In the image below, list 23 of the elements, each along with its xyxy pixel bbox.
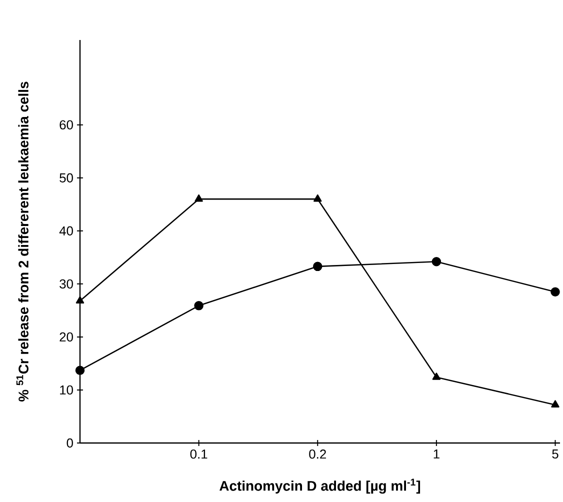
y-tick-label: 30 <box>60 279 73 289</box>
point <box>551 400 560 408</box>
point <box>550 287 560 297</box>
point <box>194 301 204 310</box>
point <box>314 194 322 202</box>
point <box>432 372 441 380</box>
point <box>75 366 85 375</box>
point <box>432 257 442 266</box>
x-axis-title: Actinomycin D added [µg ml$^{-1}$] <box>220 478 420 494</box>
y-tick-label: 50 <box>60 173 73 182</box>
x-tick-label: 0.1 <box>190 450 208 459</box>
x-tick-label: 5 <box>552 450 558 459</box>
y-tick-label: 0 <box>66 438 73 448</box>
point <box>194 194 203 202</box>
point <box>312 262 322 272</box>
y-tick-label: 10 <box>60 385 73 395</box>
x-tick-label: 0.2 <box>309 450 326 459</box>
point <box>76 296 84 304</box>
y-tick-label: 20 <box>60 332 73 342</box>
y-axis-title: % $^{51}$Cr release from 2 differerent leukaemia cells <box>16 82 28 402</box>
y-tick-label: 40 <box>59 226 73 236</box>
x-tick-label: 1 <box>434 450 440 458</box>
y-tick-label: 60 <box>60 120 73 130</box>
